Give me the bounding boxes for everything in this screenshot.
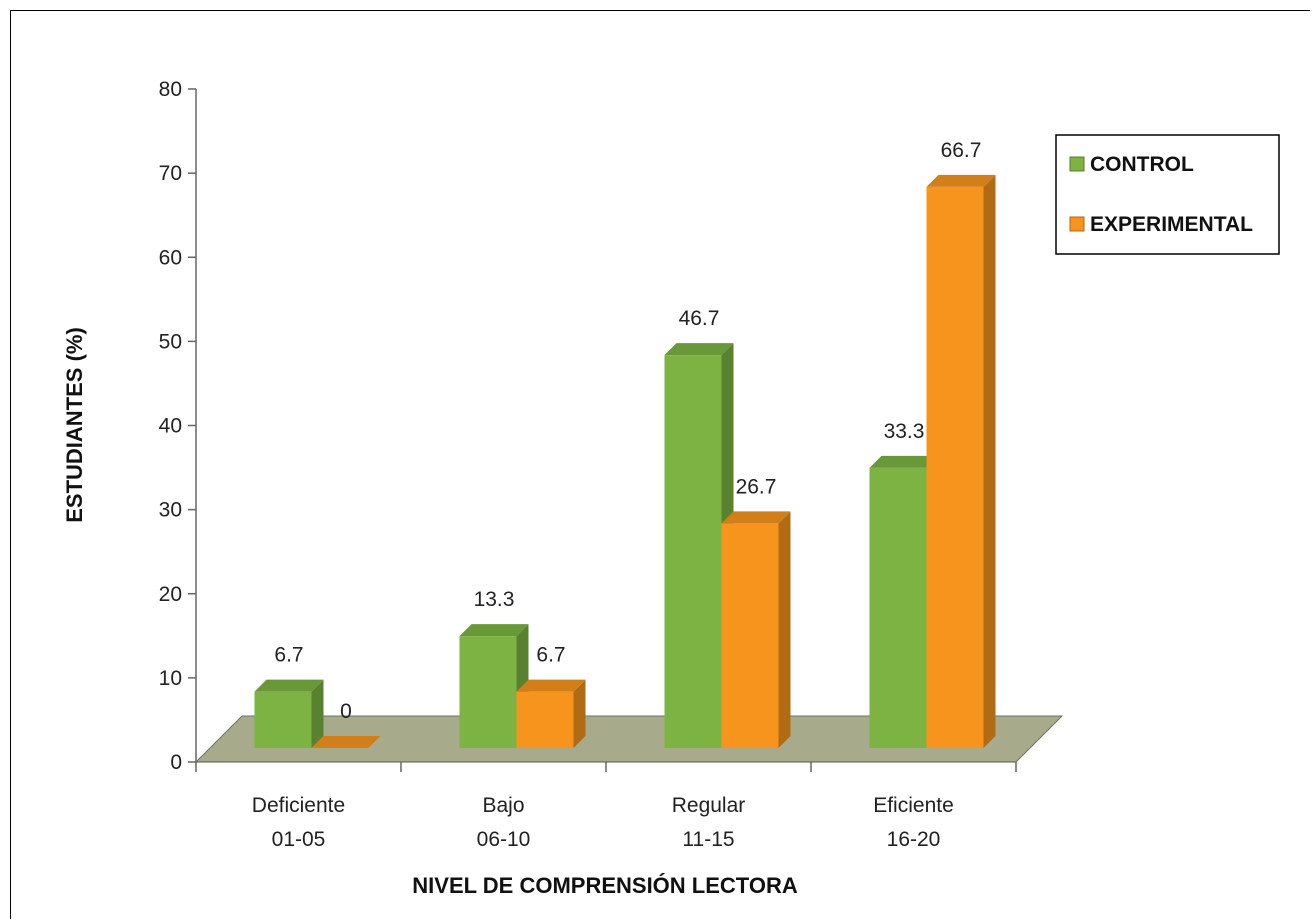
bar-side bbox=[573, 679, 586, 748]
y-axis-title: ESTUDIANTES (%) bbox=[62, 327, 87, 523]
legend-box bbox=[1055, 134, 1280, 255]
bar-front bbox=[459, 636, 517, 748]
bar-control-2 bbox=[459, 624, 529, 748]
bar-experimental-3 bbox=[721, 511, 791, 748]
y-tick-label: 40 bbox=[159, 415, 182, 438]
x-category-label: Eficiente bbox=[873, 794, 954, 817]
bar-top bbox=[516, 679, 586, 692]
bar-top bbox=[459, 624, 529, 637]
data-label: 0 bbox=[340, 700, 352, 723]
legend-item-experimental: EXPERIMENTAL bbox=[1069, 213, 1253, 236]
x-category-range: 16-20 bbox=[887, 828, 941, 851]
x-category-label: Bajo bbox=[482, 794, 524, 817]
bar-front bbox=[926, 186, 984, 749]
x-category-range: 01-05 bbox=[272, 828, 326, 851]
bar-experimental-1 bbox=[311, 736, 381, 748]
bar-control-1 bbox=[254, 679, 324, 748]
data-label: 13.3 bbox=[474, 588, 515, 611]
bar-side bbox=[778, 511, 791, 748]
y-tick-label: 50 bbox=[159, 330, 182, 353]
legend-swatch bbox=[1069, 156, 1085, 172]
bar-top bbox=[254, 679, 324, 692]
data-label: 66.7 bbox=[941, 139, 982, 162]
y-tick-label: 20 bbox=[159, 583, 182, 606]
bar-top bbox=[311, 736, 381, 748]
legend-label: CONTROL bbox=[1090, 153, 1194, 176]
bar-top bbox=[721, 511, 791, 524]
y-tick-label: 30 bbox=[159, 499, 182, 522]
bar-side bbox=[983, 174, 996, 749]
y-tick-label: 70 bbox=[159, 162, 182, 185]
legend-item-control: CONTROL bbox=[1069, 153, 1194, 176]
y-tick-label: 0 bbox=[170, 751, 182, 774]
legend-label: EXPERIMENTAL bbox=[1090, 213, 1253, 236]
legend: CONTROL EXPERIMENTAL bbox=[1055, 134, 1280, 255]
data-label: 26.7 bbox=[736, 475, 777, 498]
data-label: 33.3 bbox=[884, 420, 925, 443]
x-category-label: Regular bbox=[672, 794, 746, 817]
data-label: 46.7 bbox=[679, 307, 720, 330]
bar-front bbox=[254, 691, 312, 748]
bar-top bbox=[664, 343, 734, 356]
x-axis-title: NIVEL DE COMPRENSIÓN LECTORA bbox=[412, 873, 798, 898]
bar-top bbox=[869, 455, 939, 468]
x-category-range: 11-15 bbox=[682, 828, 734, 851]
bar-front bbox=[664, 355, 722, 748]
bar-front bbox=[869, 467, 927, 748]
bar-top bbox=[926, 174, 996, 187]
bar-experimental-2 bbox=[516, 679, 586, 748]
bar-experimental-4 bbox=[926, 174, 996, 749]
data-label: 6.7 bbox=[274, 644, 303, 667]
y-tick-label: 80 bbox=[159, 78, 182, 101]
legend-swatch bbox=[1069, 216, 1085, 232]
bar-front bbox=[516, 691, 574, 748]
data-label: 6.7 bbox=[536, 644, 565, 667]
x-category-label: Deficiente bbox=[252, 794, 345, 817]
bar-front bbox=[721, 523, 779, 748]
y-tick-label: 10 bbox=[159, 667, 182, 690]
x-category-range: 06-10 bbox=[477, 828, 531, 851]
bar-side bbox=[311, 679, 324, 748]
y-tick-label: 60 bbox=[159, 246, 182, 269]
